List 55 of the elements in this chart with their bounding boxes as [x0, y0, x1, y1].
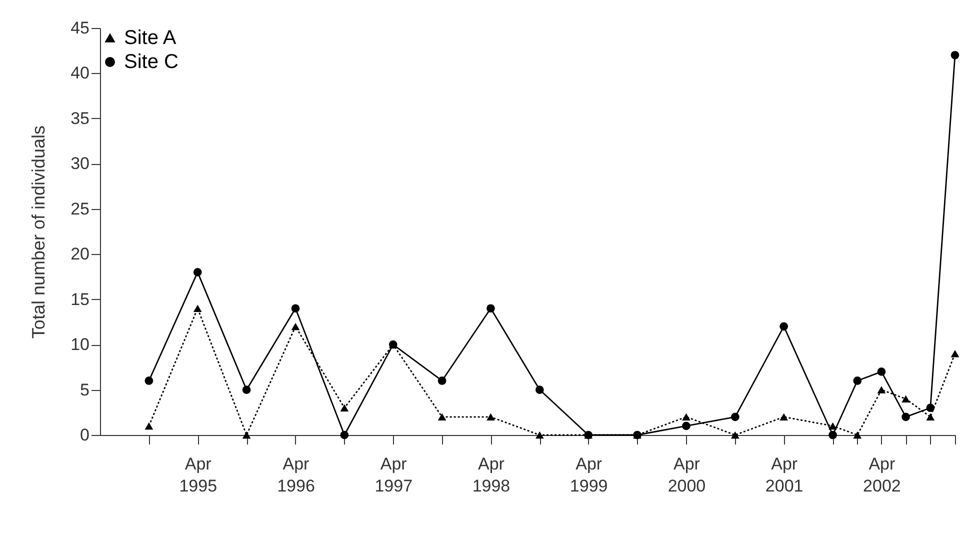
y-tick-label: 10 — [70, 335, 90, 354]
x-tick-label: Apr 2002 — [863, 454, 901, 496]
x-tick-label: Apr 1998 — [472, 454, 510, 496]
point — [828, 430, 837, 440]
point — [950, 350, 960, 358]
point — [535, 386, 544, 394]
point — [486, 413, 495, 421]
point — [438, 376, 446, 385]
legend-label: Site A — [124, 27, 177, 49]
point — [682, 422, 690, 430]
point — [950, 50, 960, 60]
y-tick-label: 30 — [70, 154, 90, 174]
x-tick-label: Apr 2000 — [668, 454, 706, 496]
point — [340, 430, 349, 440]
point — [780, 413, 788, 421]
point — [291, 304, 300, 313]
y-tick-label: 15 — [70, 290, 90, 309]
point — [242, 431, 251, 439]
point — [144, 422, 154, 430]
point — [438, 413, 446, 421]
point — [902, 412, 910, 422]
point — [877, 386, 886, 394]
point — [340, 404, 349, 412]
point — [144, 376, 154, 385]
point — [730, 431, 740, 439]
y-tick-label: 35 — [70, 108, 90, 128]
y-tick-label: 40 — [70, 64, 90, 83]
point — [682, 413, 690, 421]
x-tick-label: Apr 1997 — [374, 454, 413, 496]
y-tick-label: 20 — [70, 244, 90, 264]
point — [730, 412, 740, 422]
y-tick-label: 0 — [80, 426, 90, 444]
point — [486, 304, 495, 313]
point — [291, 322, 300, 330]
point — [902, 395, 910, 402]
y-tick-label: 45 — [70, 18, 90, 38]
point — [853, 431, 862, 439]
point — [780, 322, 788, 331]
point — [193, 268, 202, 276]
y-tick-label: 25 — [70, 199, 90, 218]
point — [877, 368, 886, 376]
point — [193, 304, 202, 312]
x-tick-label: Apr 2001 — [765, 454, 804, 496]
point — [926, 413, 935, 421]
point — [926, 404, 935, 412]
y-axis-title: Total number of individuals — [28, 125, 49, 339]
point — [828, 422, 837, 430]
x-tick-label: Apr 1999 — [570, 454, 608, 496]
point — [242, 386, 251, 394]
point — [853, 376, 862, 385]
x-tick-label: Apr 1996 — [277, 454, 315, 496]
x-tick-label: Apr 1995 — [179, 454, 218, 496]
point — [535, 431, 544, 439]
y-tick-label: 5 — [80, 380, 90, 400]
legend-label: Site C — [124, 51, 178, 73]
